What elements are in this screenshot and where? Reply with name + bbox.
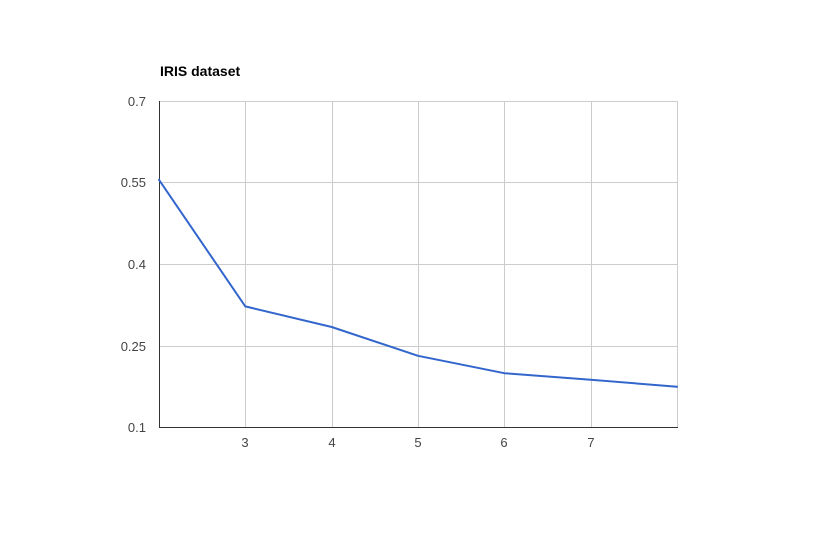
tick-labels: 0.1 0.25 0.4 0.55 0.7 3 4 5 6 7 bbox=[121, 94, 595, 450]
x-tick-label: 3 bbox=[241, 435, 248, 450]
series-lines bbox=[158, 178, 678, 388]
axes bbox=[159, 101, 678, 428]
grid-lines bbox=[159, 101, 678, 427]
y-tick-label: 0.25 bbox=[121, 339, 146, 354]
x-tick-label: 7 bbox=[587, 435, 594, 450]
x-tick-label: 6 bbox=[500, 435, 507, 450]
y-tick-label: 0.55 bbox=[121, 175, 146, 190]
chart-title: IRIS dataset bbox=[160, 63, 240, 79]
y-tick-label: 0.4 bbox=[128, 257, 146, 272]
series-line bbox=[158, 178, 678, 388]
x-tick-label: 4 bbox=[328, 435, 335, 450]
x-tick-label: 5 bbox=[414, 435, 421, 450]
y-tick-label: 0.1 bbox=[128, 420, 146, 435]
y-tick-label: 0.7 bbox=[128, 94, 146, 109]
